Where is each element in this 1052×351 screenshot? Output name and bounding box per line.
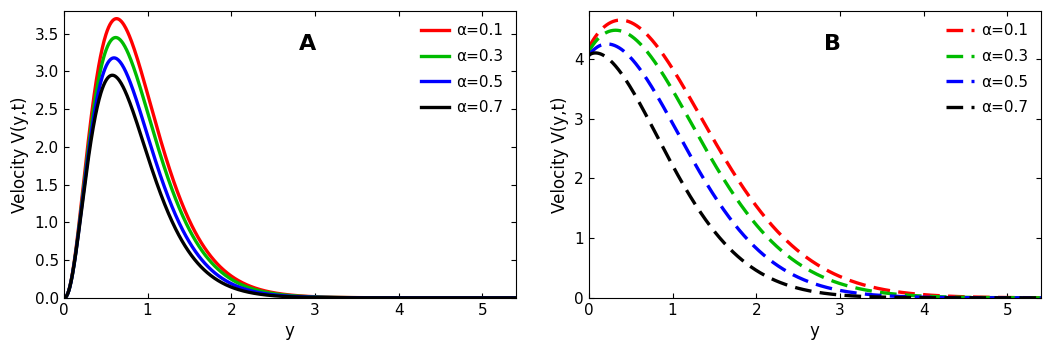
α=0.1 xyxy=(766,223,778,227)
α=0.7 xyxy=(104,74,117,78)
α=0.1 xyxy=(509,296,522,300)
α=0.1 xyxy=(935,294,948,298)
α=0.7 xyxy=(58,296,70,300)
α=0.7 xyxy=(935,296,948,300)
α=0.3 xyxy=(410,296,423,300)
α=0.7 xyxy=(782,283,794,287)
α=0.3 xyxy=(766,240,778,244)
α=0.3 xyxy=(629,37,642,41)
Line: α=0.7: α=0.7 xyxy=(64,75,515,298)
α=0.1 xyxy=(629,23,642,27)
α=0.5 xyxy=(583,54,595,58)
α=0.7 xyxy=(944,296,956,300)
α=0.1 xyxy=(104,22,117,27)
α=0.7 xyxy=(241,290,254,294)
α=0.7 xyxy=(893,295,906,299)
α=0.7 xyxy=(106,73,119,77)
Y-axis label: Velocity V(y,t): Velocity V(y,t) xyxy=(12,96,29,213)
α=0.1 xyxy=(944,294,956,298)
α=0.3 xyxy=(419,296,431,300)
α=0.5 xyxy=(1034,296,1047,300)
Legend: α=0.1, α=0.3, α=0.5, α=0.7: α=0.1, α=0.3, α=0.5, α=0.7 xyxy=(942,19,1033,120)
α=0.1 xyxy=(782,240,794,244)
α=0.7 xyxy=(410,296,423,300)
α=0.3 xyxy=(368,296,381,300)
α=0.1 xyxy=(110,16,123,21)
α=0.1 xyxy=(58,296,70,300)
α=0.5 xyxy=(368,296,381,300)
α=0.7 xyxy=(583,53,595,57)
α=0.5 xyxy=(601,42,613,46)
α=0.3 xyxy=(893,292,906,297)
α=0.1 xyxy=(893,290,906,294)
Line: α=0.5: α=0.5 xyxy=(64,58,515,298)
Line: α=0.1: α=0.1 xyxy=(589,20,1040,298)
α=0.1 xyxy=(410,296,423,300)
α=0.5 xyxy=(782,270,794,274)
α=0.3 xyxy=(609,28,622,32)
α=0.1 xyxy=(368,296,381,300)
α=0.3 xyxy=(104,40,117,44)
α=0.5 xyxy=(104,58,117,62)
Line: α=0.3: α=0.3 xyxy=(64,38,515,298)
Line: α=0.3: α=0.3 xyxy=(589,30,1040,298)
α=0.7 xyxy=(766,277,778,281)
α=0.5 xyxy=(107,56,120,60)
α=0.5 xyxy=(944,296,956,300)
Line: α=0.7: α=0.7 xyxy=(589,53,1040,298)
α=0.3 xyxy=(1034,296,1047,300)
α=0.5 xyxy=(58,296,70,300)
α=0.3 xyxy=(583,49,595,54)
α=0.5 xyxy=(241,287,254,292)
α=0.1 xyxy=(1034,296,1047,300)
α=0.5 xyxy=(509,296,522,300)
Line: α=0.5: α=0.5 xyxy=(589,44,1040,298)
α=0.1 xyxy=(419,296,431,300)
α=0.7 xyxy=(509,296,522,300)
α=0.1 xyxy=(614,18,627,22)
α=0.7 xyxy=(419,296,431,300)
Legend: α=0.1, α=0.3, α=0.5, α=0.7: α=0.1, α=0.3, α=0.5, α=0.7 xyxy=(417,19,508,120)
X-axis label: y: y xyxy=(810,322,820,340)
α=0.3 xyxy=(257,290,269,294)
α=0.7 xyxy=(629,94,642,98)
α=0.5 xyxy=(257,291,269,296)
α=0.5 xyxy=(419,296,431,300)
α=0.7 xyxy=(589,51,602,55)
α=0.5 xyxy=(410,296,423,300)
α=0.3 xyxy=(241,285,254,289)
α=0.3 xyxy=(935,295,948,299)
Y-axis label: Velocity V(y,t): Velocity V(y,t) xyxy=(550,96,569,213)
α=0.3 xyxy=(109,35,122,40)
α=0.1 xyxy=(583,46,595,50)
α=0.3 xyxy=(782,254,794,258)
α=0.3 xyxy=(509,296,522,300)
α=0.7 xyxy=(257,292,269,297)
α=0.7 xyxy=(1034,296,1047,300)
Text: A: A xyxy=(299,34,316,54)
α=0.5 xyxy=(893,294,906,299)
α=0.3 xyxy=(58,296,70,300)
Text: B: B xyxy=(824,34,841,54)
α=0.7 xyxy=(368,296,381,300)
X-axis label: y: y xyxy=(285,322,295,340)
α=0.1 xyxy=(257,289,269,293)
α=0.5 xyxy=(935,296,948,300)
Line: α=0.1: α=0.1 xyxy=(64,19,515,298)
α=0.1 xyxy=(241,283,254,287)
α=0.3 xyxy=(944,295,956,299)
α=0.5 xyxy=(629,61,642,65)
α=0.5 xyxy=(766,259,778,264)
